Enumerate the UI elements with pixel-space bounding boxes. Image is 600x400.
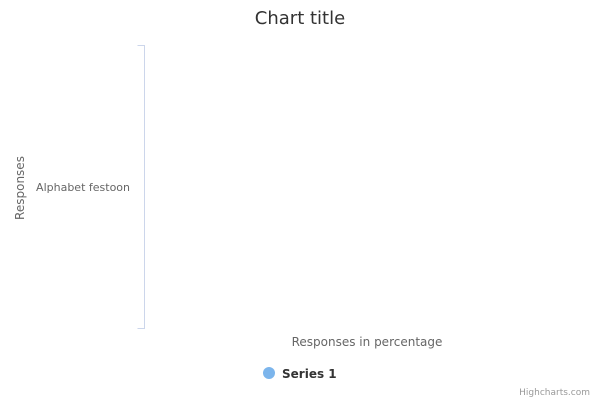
category-labels: Alphabet festoon (36, 181, 130, 194)
x-axis-title: Responses (13, 156, 27, 220)
category-axis-line (137, 45, 145, 329)
legend-label[interactable]: Series 1 (282, 367, 337, 381)
chart-title: Chart title (255, 8, 345, 29)
y-axis-title: Responses in percentage (292, 335, 443, 349)
legend-item-series-1[interactable]: Series 1 (263, 367, 337, 381)
category-label: Alphabet festoon (36, 181, 130, 194)
legend-marker[interactable] (263, 367, 275, 379)
credits-link[interactable]: Highcharts.com (519, 388, 590, 398)
